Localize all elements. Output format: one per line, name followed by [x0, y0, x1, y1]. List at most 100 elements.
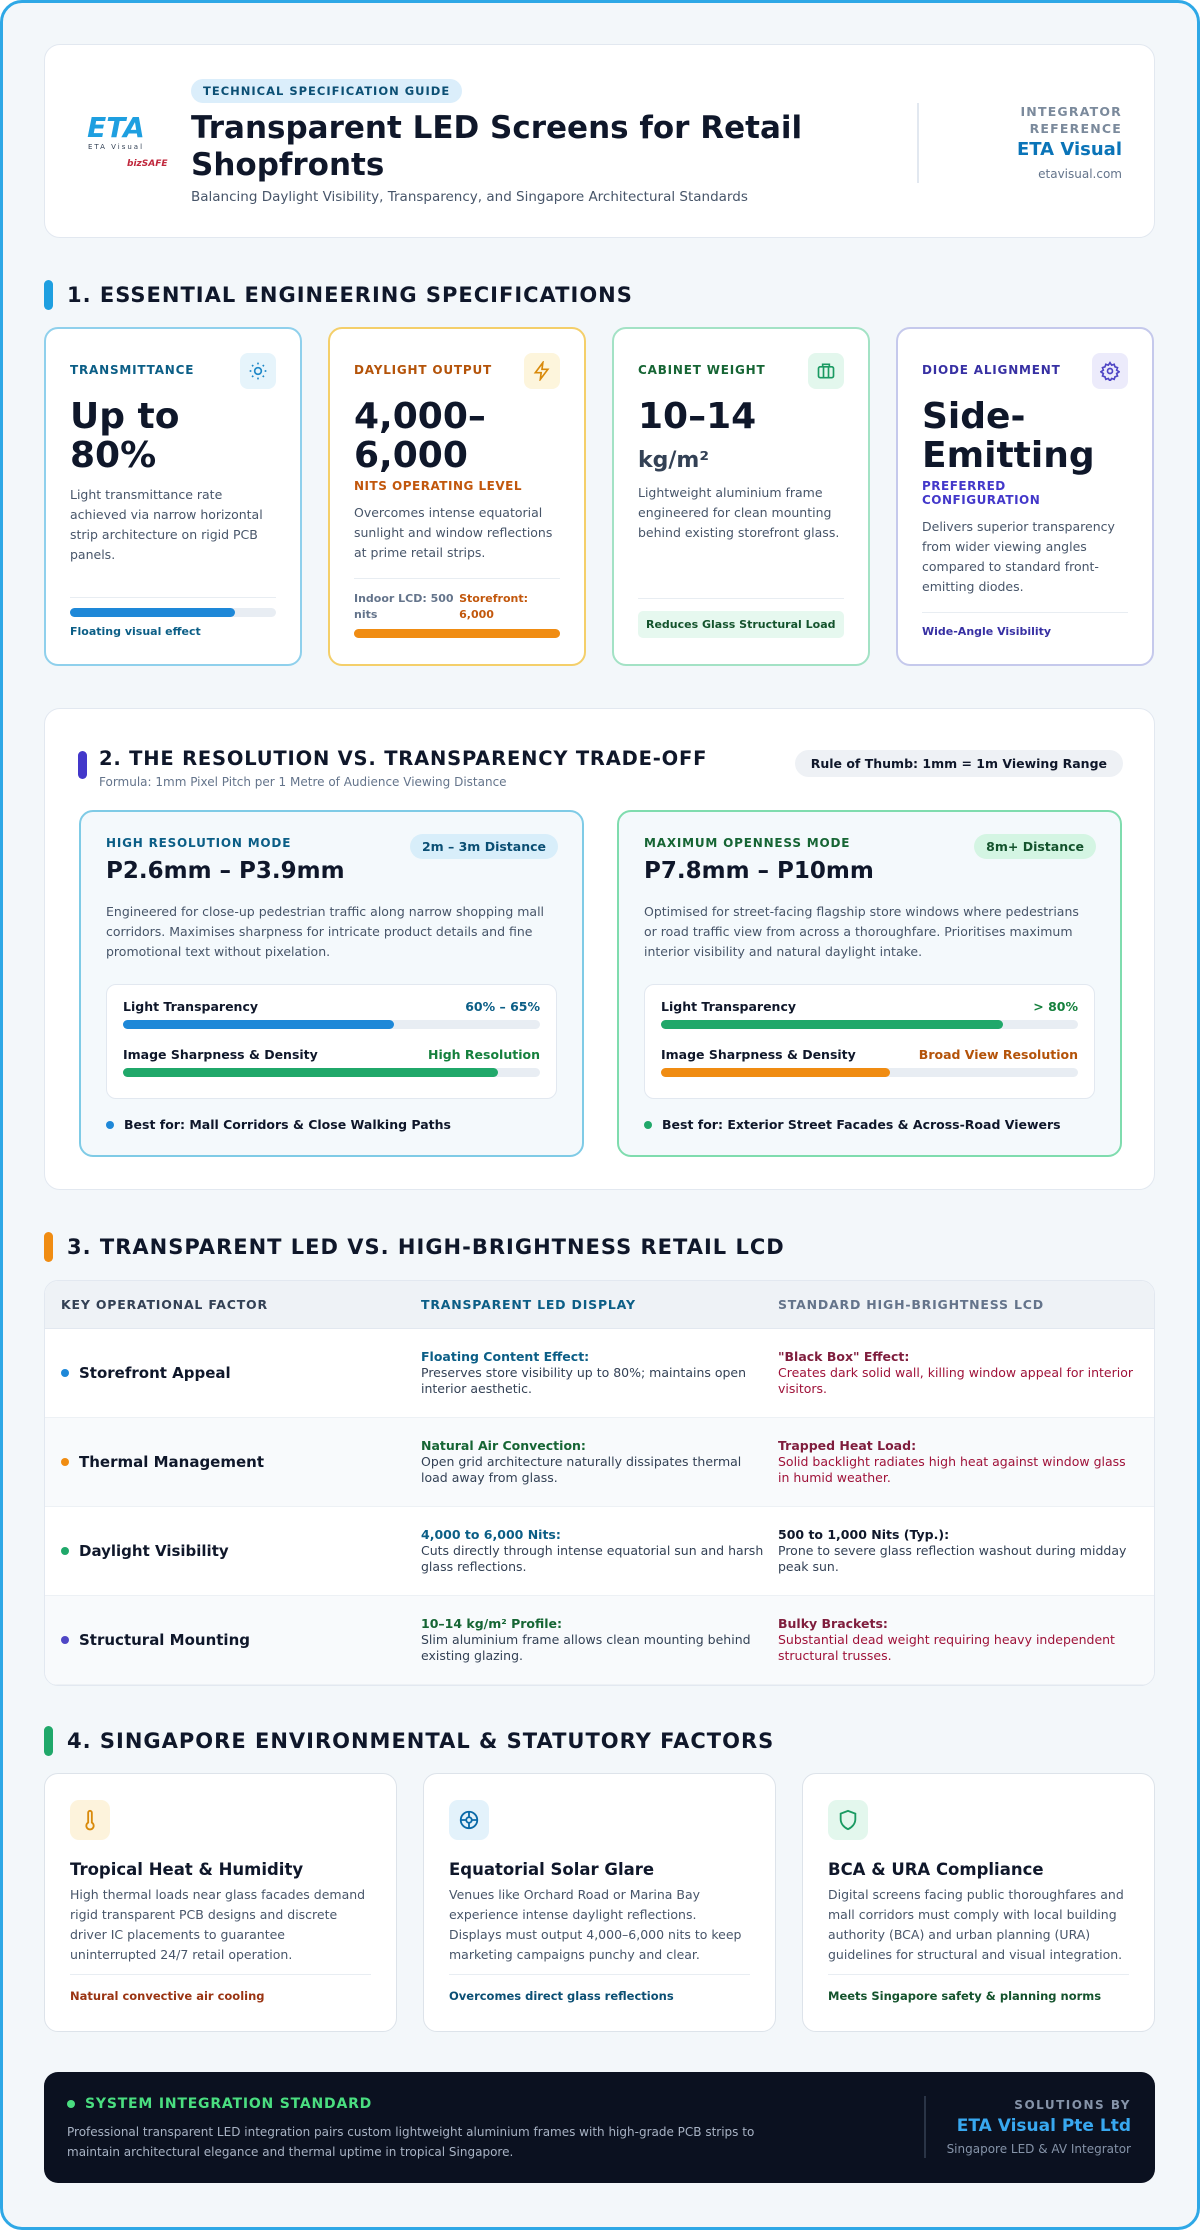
badge: TECHNICAL SPECIFICATION GUIDE — [191, 79, 463, 103]
range: P7.8mm – P10mm — [644, 858, 874, 884]
track — [123, 1020, 540, 1029]
reference-url: etavisual.com — [1038, 167, 1122, 181]
factor-text: High thermal loads near glass facades de… — [70, 1887, 366, 1962]
ico — [524, 353, 560, 389]
led-text: Cuts directly through intense equatorial… — [421, 1543, 764, 1574]
spec-description: Delivers superior transparency from wide… — [922, 519, 1115, 594]
accent — [78, 751, 87, 779]
mode-label: HIGH RESOLUTION MODE — [106, 836, 292, 850]
heading: 1. ESSENTIAL ENGINEERING SPECIFICATIONS — [67, 283, 633, 307]
decoration — [465, 1816, 473, 1824]
decoration — [661, 1020, 1003, 1029]
mode-label: MAXIMUM OPENNESS MODE — [644, 836, 851, 850]
abs: SYSTEM INTEGRATION STANDARD — [67, 2096, 372, 2112]
icon — [249, 362, 267, 380]
logo-brand: ETA — [87, 111, 145, 144]
factor-cell: Storefront Appeal — [45, 1365, 421, 1381]
led-cell: Floating Content Effect: Preserves store … — [421, 1349, 778, 1397]
factor-text: Venues like Orchard Road or Marina Bay e… — [449, 1887, 742, 1962]
decoration — [661, 1068, 891, 1077]
metric-name: Light Transparency — [661, 999, 796, 1014]
led-title: 4,000 to 6,000 Nits: — [421, 1527, 561, 1542]
logo-tagline: ETA Visual — [87, 143, 145, 151]
factor-footer: Overcomes direct glass reflections — [449, 1974, 750, 2003]
metrics: Light Transparency > 80% Image Sharpness … — [644, 984, 1095, 1099]
comparison-table: KEY OPERATIONAL FACTOR TRANSPARENT LED DI… — [44, 1280, 1155, 1686]
decoration — [44, 1726, 53, 1756]
spec-sublabel: PREFERRED CONFIGURATION — [922, 479, 1041, 507]
mode-card: MAXIMUM OPENNESS MODE 8m+ Distance P7.8m… — [617, 810, 1122, 1157]
column-header: KEY OPERATIONAL FACTOR — [61, 1297, 268, 1312]
section-heading: 1. ESSENTIAL ENGINEERING SPECIFICATIONS — [44, 280, 633, 310]
decoration — [533, 361, 550, 381]
dot — [644, 1120, 652, 1129]
abs — [924, 2096, 926, 2158]
factor-title: BCA & URA Compliance — [828, 1860, 1044, 1879]
factor-card: Tropical Heat & Humidity High thermal loa… — [44, 1773, 397, 2032]
decoration — [460, 1811, 478, 1829]
mode-description: Optimised for street-facing flagship sto… — [644, 904, 1079, 959]
icon — [85, 1809, 95, 1831]
bullet — [61, 1636, 69, 1644]
rule: Rule of Thumb: 1mm = 1m Viewing Range — [794, 750, 1123, 777]
led-title: Floating Content Effect: — [421, 1349, 590, 1364]
spec-description: Lightweight aluminium frame engineered f… — [638, 485, 840, 540]
lcd-cell: 500 to 1,000 Nits (Typ.): Prone to severe… — [778, 1527, 1148, 1575]
bullet — [61, 1547, 69, 1555]
factor-text: Digital screens facing public thoroughfa… — [828, 1887, 1124, 1962]
foot: Floating visual effect — [70, 597, 276, 638]
factor-cell: Daylight Visibility — [45, 1543, 421, 1559]
lcd-cell: Trapped Heat Load: Solid backlight radiat… — [778, 1438, 1148, 1486]
spec-label: DAYLIGHT OUTPUT — [354, 363, 493, 377]
distance: 2m – 3m Distance — [409, 834, 558, 859]
led-text: Open grid architecture naturally dissipa… — [421, 1454, 742, 1485]
decoration — [821, 363, 831, 378]
footer: SYSTEM INTEGRATION STANDARD Professional… — [44, 2072, 1155, 2183]
factor-cell: Thermal Management — [45, 1454, 421, 1470]
metric-value: 60% – 65% — [465, 999, 540, 1014]
mrow: Light Transparency 60% – 65% — [123, 999, 540, 1014]
section-heading: 4. SINGAPORE ENVIRONMENTAL & STATUTORY F… — [44, 1726, 774, 1756]
icon — [1100, 361, 1120, 381]
dot — [67, 2100, 75, 2108]
lcd-title: "Black Box" Effect: — [778, 1349, 910, 1364]
icon — [533, 361, 550, 381]
by-label: SOLUTIONS BY — [1014, 2098, 1131, 2112]
lcd-title: 500 to 1,000 Nits (Typ.): — [778, 1527, 950, 1542]
spec-footer: Wide-Angle Visibility — [922, 625, 1052, 638]
spec-description: Overcomes intense equatorial sunlight an… — [354, 505, 553, 560]
column-header: TRANSPARENT LED DISPLAY — [421, 1297, 636, 1312]
decoration — [70, 608, 235, 617]
distance: 8m+ Distance — [974, 834, 1096, 859]
metric-name: Light Transparency — [123, 999, 258, 1014]
range: P2.6mm – P3.9mm — [106, 858, 345, 884]
factor-card: Equatorial Solar Glare Venues like Orchar… — [423, 1773, 776, 2032]
icon — [817, 363, 835, 379]
factor: Thermal Management — [79, 1453, 265, 1471]
compare-left: Indoor LCD: 500 nits — [354, 592, 454, 621]
table-row: Structural Mounting 10–14 kg/m² Profile: S… — [45, 1596, 1154, 1685]
spec-description: Light transmittance rate achieved via na… — [70, 487, 263, 562]
track — [661, 1020, 1078, 1029]
heading: 2. THE RESOLUTION VS. TRANSPARENCY TRADE… — [99, 747, 708, 770]
spec-card: CABINET WEIGHT 10–14 kg/m² Lightweight a… — [612, 327, 870, 666]
lcd-title: Trapped Heat Load: — [778, 1438, 917, 1453]
factor-cell: Structural Mounting — [45, 1632, 421, 1648]
spec-sublabel: NITS OPERATING LEVEL — [354, 479, 522, 493]
decoration — [44, 1232, 53, 1262]
factor-title: Tropical Heat & Humidity — [70, 1860, 304, 1879]
decoration — [44, 280, 53, 310]
factor: Daylight Visibility — [79, 1542, 229, 1560]
title: Transparent LED Screens for Retail Shopf… — [191, 110, 803, 183]
metric-name: Image Sharpness & Density — [123, 1047, 318, 1062]
mode-card: HIGH RESOLUTION MODE 2m – 3m Distance P2… — [79, 810, 584, 1157]
ico — [240, 353, 276, 389]
lcd-title: Bulky Brackets: — [778, 1616, 888, 1631]
spec-card: DAYLIGHT OUTPUT 4,000–6,000 NITS OPERATI… — [328, 327, 586, 666]
led-cell: 4,000 to 6,000 Nits: Cuts directly throug… — [421, 1527, 778, 1575]
ic — [828, 1800, 868, 1840]
factor-footer: Natural convective air cooling — [70, 1974, 371, 2003]
reference-label: INTEGRATOR REFERENCE — [1020, 104, 1122, 136]
led-title: Natural Air Convection: — [421, 1438, 586, 1453]
decoration — [1100, 361, 1120, 381]
